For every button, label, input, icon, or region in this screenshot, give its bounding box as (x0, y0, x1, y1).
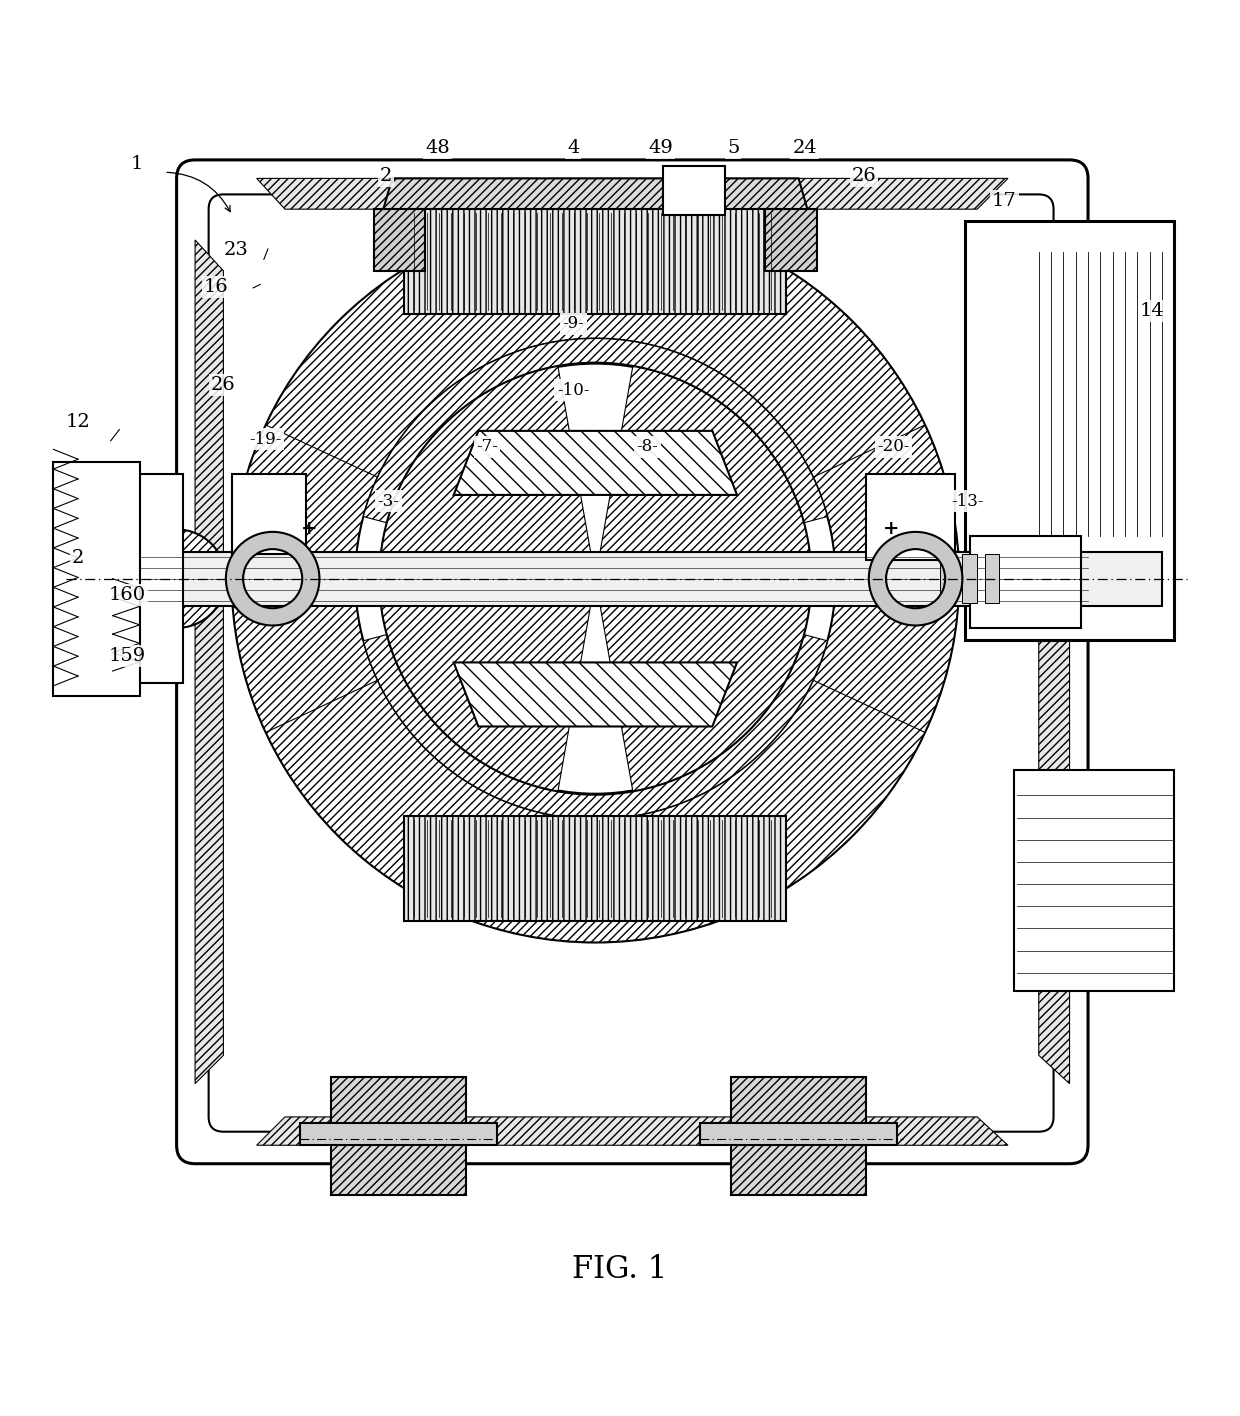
Circle shape (232, 215, 959, 942)
Wedge shape (813, 425, 959, 732)
Text: 2: 2 (72, 549, 84, 566)
Bar (970, 535, 1080, 627)
Text: -20-: -20- (877, 439, 910, 456)
Wedge shape (595, 367, 811, 792)
Circle shape (128, 530, 226, 627)
Text: +: + (301, 521, 317, 538)
Text: +: + (883, 521, 899, 538)
Text: 26: 26 (211, 377, 236, 394)
Wedge shape (232, 425, 378, 732)
Text: 5: 5 (727, 139, 739, 157)
Bar (765, 210, 817, 270)
Polygon shape (454, 663, 737, 726)
Wedge shape (379, 367, 595, 792)
Polygon shape (1039, 239, 1070, 1083)
Text: 2: 2 (379, 167, 392, 185)
Bar (730, 1078, 867, 1195)
Text: 159: 159 (109, 647, 146, 666)
Wedge shape (363, 622, 827, 818)
Bar (962, 554, 977, 603)
Text: 23: 23 (223, 241, 248, 259)
Text: 17: 17 (992, 191, 1017, 210)
Text: 26: 26 (852, 167, 877, 185)
Text: -10-: -10- (557, 382, 589, 399)
Wedge shape (254, 215, 936, 497)
Text: 14: 14 (1140, 303, 1164, 320)
Bar (965, 221, 1174, 640)
Text: 160: 160 (109, 586, 146, 603)
Polygon shape (257, 1117, 1008, 1146)
Bar (331, 1078, 466, 1195)
Text: -9-: -9- (562, 316, 584, 333)
Text: 1: 1 (131, 154, 144, 173)
Text: -3-: -3- (377, 493, 399, 510)
Wedge shape (363, 338, 827, 535)
Bar (109, 474, 182, 684)
Circle shape (355, 338, 836, 818)
Text: -19-: -19- (249, 430, 281, 447)
Text: FIG. 1: FIG. 1 (573, 1255, 667, 1286)
Text: 12: 12 (66, 413, 91, 432)
Text: -7-: -7- (476, 439, 498, 456)
Polygon shape (195, 239, 223, 1083)
Bar (985, 554, 999, 603)
Text: 16: 16 (203, 278, 228, 296)
Text: 48: 48 (425, 139, 450, 157)
Bar (53, 462, 140, 695)
FancyBboxPatch shape (176, 160, 1087, 1164)
Bar (232, 474, 306, 554)
Circle shape (379, 362, 811, 794)
Bar (701, 1123, 897, 1146)
Bar (663, 166, 724, 215)
Polygon shape (454, 430, 737, 496)
Text: -8-: -8- (636, 439, 658, 456)
Bar (373, 210, 425, 270)
Text: 4: 4 (567, 139, 579, 157)
Wedge shape (254, 661, 936, 942)
Bar (940, 554, 955, 603)
Polygon shape (257, 178, 1008, 210)
Text: -13-: -13- (951, 493, 983, 510)
FancyBboxPatch shape (208, 194, 1054, 1131)
Bar (103, 552, 1162, 606)
Polygon shape (379, 178, 811, 221)
Bar (404, 210, 786, 314)
Bar (867, 474, 955, 561)
Text: 24: 24 (792, 139, 817, 157)
Bar (300, 1123, 497, 1146)
Text: 49: 49 (649, 139, 673, 157)
Bar (1014, 769, 1174, 991)
Bar (404, 817, 786, 920)
